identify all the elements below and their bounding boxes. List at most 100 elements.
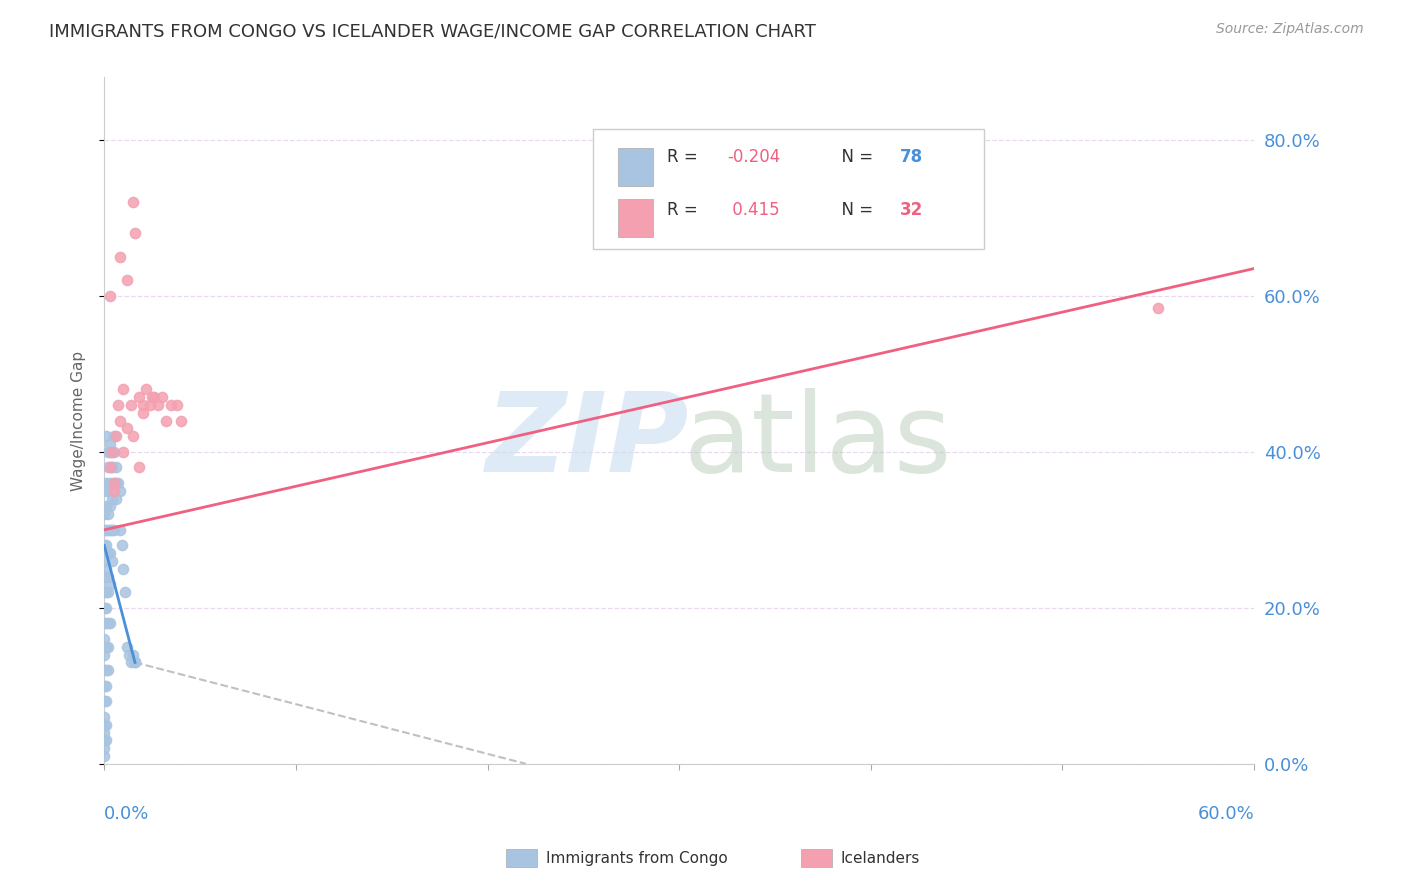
Point — [98, 546, 121, 560]
Point — [104, 460, 127, 475]
Point — [104, 491, 127, 506]
Point — [128, 390, 150, 404]
Point — [93, 538, 115, 552]
Point — [98, 577, 121, 591]
Point — [104, 429, 127, 443]
Point — [124, 227, 146, 241]
Point — [150, 390, 173, 404]
Text: Immigrants from Congo: Immigrants from Congo — [546, 851, 727, 865]
Point — [108, 483, 131, 498]
Point — [120, 398, 142, 412]
Point — [93, 741, 115, 756]
Point — [101, 445, 124, 459]
Point — [107, 476, 129, 491]
Point — [120, 656, 142, 670]
Point — [98, 445, 121, 459]
Point — [97, 507, 120, 521]
Text: 32: 32 — [900, 202, 924, 219]
Point — [103, 476, 125, 491]
Text: IMMIGRANTS FROM CONGO VS ICELANDER WAGE/INCOME GAP CORRELATION CHART: IMMIGRANTS FROM CONGO VS ICELANDER WAGE/… — [49, 22, 815, 40]
Text: atlas: atlas — [683, 388, 952, 495]
Point — [101, 523, 124, 537]
Point — [103, 476, 125, 491]
Text: Source: ZipAtlas.com: Source: ZipAtlas.com — [1216, 22, 1364, 37]
Point — [97, 445, 120, 459]
Point — [170, 414, 193, 428]
Point — [97, 483, 120, 498]
Text: N =: N = — [831, 202, 879, 219]
Text: 0.0%: 0.0% — [104, 805, 149, 823]
Point — [93, 718, 115, 732]
Point — [96, 616, 118, 631]
Point — [97, 616, 120, 631]
Point — [96, 718, 118, 732]
Point — [97, 523, 120, 537]
Point — [107, 398, 129, 412]
Point — [108, 523, 131, 537]
Point — [122, 195, 145, 210]
Text: 0.415: 0.415 — [727, 202, 780, 219]
Point — [93, 694, 115, 708]
Point — [139, 398, 162, 412]
Point — [118, 648, 141, 662]
Point — [131, 406, 153, 420]
Point — [98, 500, 121, 514]
Text: N =: N = — [831, 148, 879, 166]
Text: R =: R = — [666, 148, 703, 166]
Point — [103, 483, 125, 498]
Point — [98, 437, 121, 451]
Point — [124, 656, 146, 670]
Point — [93, 600, 115, 615]
Point — [93, 554, 115, 568]
Point — [97, 640, 120, 654]
Point — [98, 289, 121, 303]
Point — [96, 733, 118, 747]
Point — [101, 460, 124, 475]
FancyBboxPatch shape — [619, 199, 652, 237]
Point — [97, 585, 120, 599]
Point — [93, 733, 115, 747]
Point — [98, 523, 121, 537]
Point — [103, 429, 125, 443]
FancyBboxPatch shape — [619, 148, 652, 186]
Point — [96, 523, 118, 537]
Point — [103, 523, 125, 537]
Point — [93, 749, 115, 764]
Point — [117, 640, 139, 654]
Point — [104, 476, 127, 491]
Point — [122, 648, 145, 662]
Point — [117, 421, 139, 435]
Point — [122, 429, 145, 443]
Point — [143, 390, 166, 404]
Point — [131, 398, 153, 412]
Point — [93, 679, 115, 693]
Point — [128, 460, 150, 475]
Text: ZIP: ZIP — [485, 388, 689, 495]
Point — [108, 250, 131, 264]
Point — [155, 414, 177, 428]
Point — [96, 429, 118, 443]
Point — [135, 383, 157, 397]
Point — [98, 616, 121, 631]
Point — [93, 523, 115, 537]
Point — [97, 460, 120, 475]
Point — [93, 632, 115, 646]
Point — [93, 483, 115, 498]
Point — [96, 679, 118, 693]
Point — [96, 640, 118, 654]
Point — [96, 663, 118, 677]
Text: R =: R = — [666, 202, 703, 219]
Text: Icelanders: Icelanders — [841, 851, 920, 865]
Point — [110, 538, 132, 552]
Point — [101, 491, 124, 506]
FancyBboxPatch shape — [593, 129, 984, 249]
Point — [98, 476, 121, 491]
Point — [166, 398, 188, 412]
Point — [112, 562, 135, 576]
Point — [97, 569, 120, 583]
Point — [101, 554, 124, 568]
Point — [1147, 301, 1170, 315]
Text: 60.0%: 60.0% — [1198, 805, 1254, 823]
Point — [93, 663, 115, 677]
Point — [103, 445, 125, 459]
